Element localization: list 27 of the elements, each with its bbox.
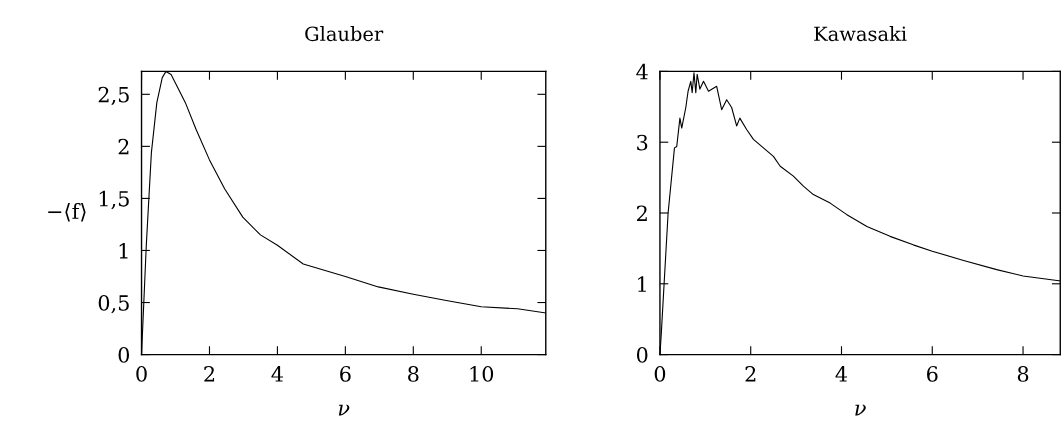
x-tick-label: 4 xyxy=(271,366,283,382)
x-tick-label: 4 xyxy=(835,366,848,382)
chart-title: Kawasaki xyxy=(814,26,907,42)
y-tick-label: 0 xyxy=(636,347,648,363)
x-tick-label: 2 xyxy=(745,366,756,382)
y-tick-label: 1 xyxy=(119,242,128,259)
y-tick-label: 0 xyxy=(118,347,130,363)
y-tick-label: 0,5 xyxy=(98,294,129,314)
y-tick-label: 2 xyxy=(636,205,647,221)
x-tick-label: 8 xyxy=(1017,366,1029,382)
y-tick-label: 4 xyxy=(636,63,648,80)
y-tick-label: 1 xyxy=(638,276,646,292)
x-tick-label: 0 xyxy=(136,366,147,382)
x-axis-title: ν xyxy=(338,404,350,416)
y-tick-label: 2,5 xyxy=(98,86,129,106)
y-tick-label: 3 xyxy=(637,134,648,151)
y-axis-title: −⟨f⟩ xyxy=(48,202,86,222)
y-tick-label: 2 xyxy=(118,138,129,155)
chart-title: Glauber xyxy=(305,26,384,42)
x-tick-label: 6 xyxy=(927,366,938,382)
x-tick-label: 6 xyxy=(340,366,351,382)
x-tick-label: 0 xyxy=(654,366,666,382)
x-tick-label: 10 xyxy=(470,366,494,382)
x-tick-label: 8 xyxy=(408,366,419,382)
y-tick-label: 1,5 xyxy=(99,190,129,210)
x-tick-label: 2 xyxy=(204,366,215,382)
x-axis-title: ν xyxy=(855,404,866,416)
